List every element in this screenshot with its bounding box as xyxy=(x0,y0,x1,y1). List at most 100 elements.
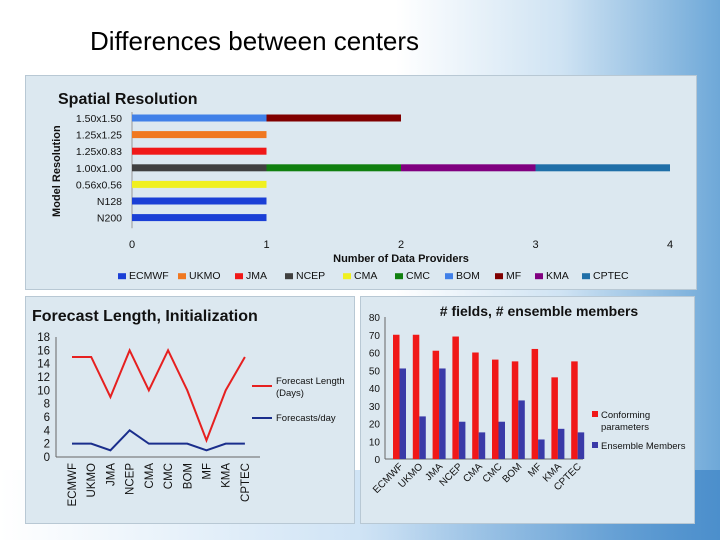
bar-ensemble xyxy=(478,432,486,459)
bar-ensemble xyxy=(458,421,466,459)
y-tick-label: 8 xyxy=(44,399,50,411)
x-tick-label: NCEP xyxy=(125,463,137,495)
y-tick-label: 18 xyxy=(37,332,50,344)
legend-swatch-ecmwf xyxy=(118,273,126,280)
chart-title: Spatial Resolution xyxy=(58,91,198,108)
bar-kma xyxy=(401,164,536,172)
bar-ecmwf xyxy=(132,214,267,222)
legend-swatch-ensemble xyxy=(592,442,598,448)
x-tick-label: MF xyxy=(201,463,213,480)
bar-cptec xyxy=(535,164,670,172)
x-tick-label: NCEP xyxy=(438,461,466,489)
legend-label-cmc: CMC xyxy=(406,270,430,282)
y-tick-label: 16 xyxy=(37,345,50,357)
y-tick-label: 10 xyxy=(369,437,381,448)
chart-title: # fields, # ensemble members xyxy=(440,303,639,319)
legend-swatch-ukmo xyxy=(178,273,186,280)
legend-label-mf: MF xyxy=(506,270,521,282)
y-tick-label: 4 xyxy=(44,425,51,437)
y-tick-label: 60 xyxy=(369,349,381,360)
y-tick-label: 80 xyxy=(369,313,381,324)
legend-swatch-cptec xyxy=(582,273,590,280)
x-tick-label: 1 xyxy=(263,239,269,251)
legend-label-jma: JMA xyxy=(246,270,267,282)
bar-conforming xyxy=(492,359,499,459)
legend-swatch-ncep xyxy=(285,273,293,280)
x-tick-label: ECMWF xyxy=(67,463,79,506)
y-tick-label: 40 xyxy=(369,384,381,395)
legend-swatch-bom xyxy=(445,273,453,280)
y-tick-label: 20 xyxy=(369,420,381,431)
bar-ensemble xyxy=(538,439,545,459)
category-label: N200 xyxy=(97,213,122,225)
fields-members-chart: # fields, # ensemble members 0 10 20 30 40 50 6… xyxy=(360,296,695,524)
bar-jma xyxy=(132,147,267,155)
bar-conforming xyxy=(472,352,479,459)
x-tick-label: 0 xyxy=(129,239,135,251)
x-tick-label: BOM xyxy=(182,463,194,489)
x-tick-label: CMA xyxy=(461,461,485,485)
y-tick-label: 6 xyxy=(44,412,50,424)
bar-ensemble xyxy=(498,421,505,459)
x-tick-label: 3 xyxy=(532,239,538,251)
category-label: 0.56x0.56 xyxy=(76,179,122,191)
bar-conforming xyxy=(393,334,400,459)
forecast-length-svg: Forecast Length, Initialization 02 468 1012… xyxy=(32,308,345,506)
category-label: 1.50x1.50 xyxy=(76,113,122,125)
y-tick-label: 30 xyxy=(369,402,381,413)
legend-label-cptec: CPTEC xyxy=(593,270,629,282)
bar-cmc xyxy=(266,164,401,172)
x-tick-label: 2 xyxy=(398,239,404,251)
bar-ensemble xyxy=(577,432,585,459)
category-label: 1.25x1.25 xyxy=(76,130,122,142)
bar-ensemble xyxy=(419,416,426,459)
x-tick-label: JMA xyxy=(105,463,117,486)
bar-ensemble xyxy=(518,400,525,459)
legend-swatch-jma xyxy=(235,273,243,280)
y-tick-label: 0 xyxy=(44,452,50,464)
legend-label-ensemble: Ensemble Members xyxy=(601,441,686,452)
legend-label: Forecast Length xyxy=(276,376,345,387)
x-axis-label: Number of Data Providers xyxy=(333,253,469,265)
category-label: 1.00x1.00 xyxy=(76,163,122,175)
bar-ncep xyxy=(132,164,267,172)
x-tick-label: UKMO xyxy=(86,463,98,498)
bar-conforming xyxy=(412,334,420,459)
legend-label-ukmo: UKMO xyxy=(189,270,221,282)
legend-swatch-conforming xyxy=(592,411,598,417)
series-line-0 xyxy=(72,347,246,444)
legend-label: (Days) xyxy=(276,388,304,399)
bar-ecmwf xyxy=(132,197,267,205)
page-title: Differences between centers xyxy=(90,26,420,56)
legend-label-ncep: NCEP xyxy=(296,270,325,282)
y-tick-label: 10 xyxy=(37,385,50,397)
legend-label-bom: BOM xyxy=(456,270,480,282)
fields-members-svg: # fields, # ensemble members 0 10 20 30 40 50 6… xyxy=(369,303,686,496)
bar-conforming xyxy=(452,336,459,459)
y-tick-label: 14 xyxy=(37,359,50,371)
category-label: 1.25x0.83 xyxy=(76,146,122,158)
legend-label-kma: KMA xyxy=(546,270,569,282)
spatial-resolution-svg: Spatial Resolution Model Resolution 1.50x1… xyxy=(51,91,673,282)
x-tick-label: CMC xyxy=(481,461,505,485)
bar-ensemble xyxy=(557,428,565,459)
x-tick-label: CMA xyxy=(144,463,156,489)
chart-title: Forecast Length, Initialization xyxy=(32,308,258,325)
forecast-length-chart: Forecast Length, Initialization 0 2 4 6 8 10 12… xyxy=(25,296,355,524)
bar-conforming xyxy=(531,348,539,459)
legend-swatch-kma xyxy=(535,273,543,280)
y-tick-label: 50 xyxy=(369,366,381,377)
y-tick-label: 2 xyxy=(44,439,50,451)
bar-ensemble xyxy=(439,368,446,459)
category-label: N128 xyxy=(97,196,122,208)
legend-swatch-mf xyxy=(495,273,503,280)
x-tick-label: KMA xyxy=(221,463,233,488)
x-tick-label: CPTEC xyxy=(240,463,252,502)
y-tick-label: 70 xyxy=(369,331,381,342)
legend-swatch-cma xyxy=(343,273,351,280)
bar-mf xyxy=(266,114,401,122)
x-tick-label: 4 xyxy=(667,239,673,251)
bar-ensemble xyxy=(399,368,406,459)
legend-label-conforming: Conforming xyxy=(601,410,650,421)
legend-label-cma: CMA xyxy=(354,270,377,282)
